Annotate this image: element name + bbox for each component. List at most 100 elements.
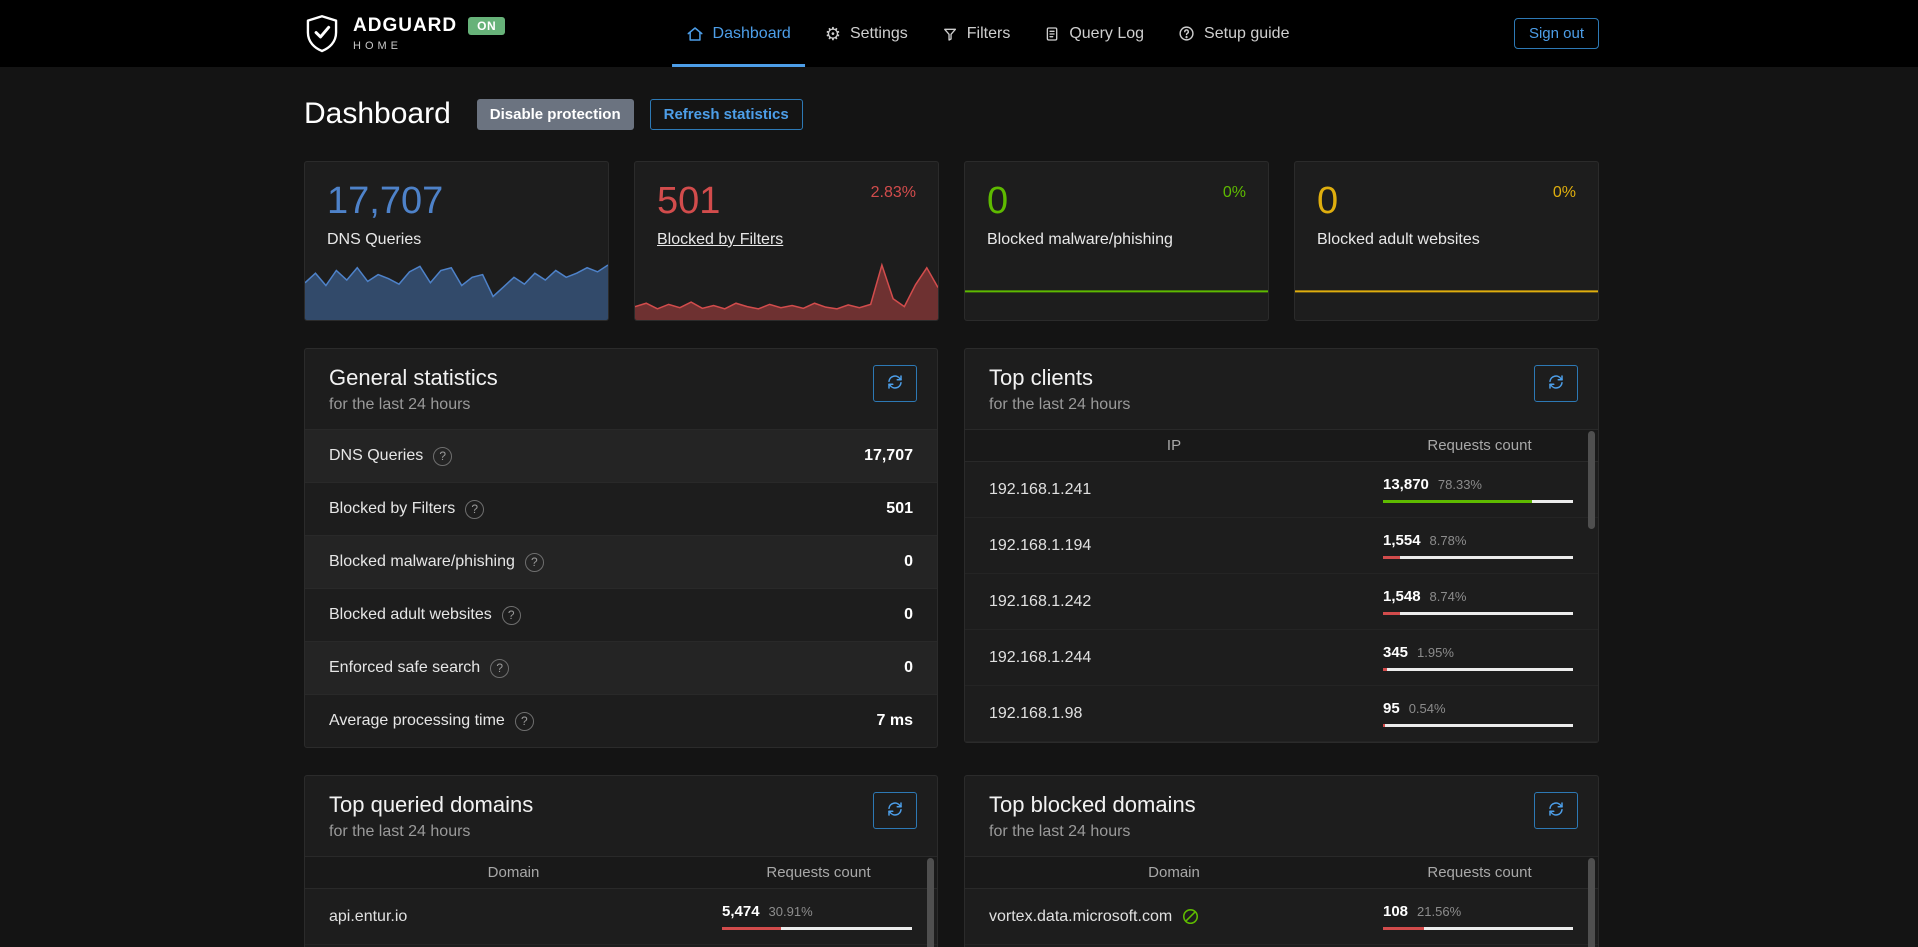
stat-value: 0 bbox=[987, 180, 1009, 222]
blocked-adult-sparkline bbox=[1295, 254, 1598, 320]
scrollbar-thumb[interactable] bbox=[1588, 431, 1595, 529]
stat-row-value: 0 bbox=[904, 553, 913, 570]
requests-count: 5,474 bbox=[722, 903, 760, 920]
requests-bar bbox=[1383, 500, 1573, 503]
stat-label: Blocked malware/phishing bbox=[987, 230, 1173, 248]
top-clients-table: IP Requests count 192.168.1.241 13,870 78… bbox=[965, 429, 1598, 742]
refresh-top-queried-button[interactable] bbox=[873, 792, 917, 829]
requests-bar bbox=[1383, 668, 1573, 671]
refresh-icon bbox=[1547, 800, 1565, 821]
help-icon[interactable]: ? bbox=[490, 658, 510, 678]
brand-sub: HOME bbox=[353, 40, 402, 52]
help-icon[interactable]: ? bbox=[465, 499, 485, 519]
brand-name: ADGUARD bbox=[353, 15, 458, 36]
refresh-top-blocked-button[interactable] bbox=[1534, 792, 1578, 829]
table-header: Domain Requests count bbox=[965, 856, 1598, 889]
disable-protection-button[interactable]: Disable protection bbox=[476, 98, 634, 130]
stat-card-blocked-filters: 501 Blocked by Filters 2.83% bbox=[634, 161, 939, 321]
column-requests-count: Requests count bbox=[1427, 864, 1532, 881]
blocked-by-filters-link[interactable]: Blocked by Filters bbox=[657, 230, 784, 248]
requests-percent: 30.91% bbox=[768, 904, 813, 919]
client-ip: 192.168.1.241 bbox=[989, 480, 1092, 498]
stat-row-label: Enforced safe search bbox=[329, 659, 481, 676]
table-header: Domain Requests count bbox=[305, 856, 937, 889]
nav-item-query-log[interactable]: Query Log bbox=[1030, 0, 1158, 67]
scrollbar-thumb[interactable] bbox=[1588, 858, 1595, 947]
stat-row-value: 0 bbox=[904, 606, 913, 623]
stat-card-blocked-adult: 0 Blocked adult websites 0% bbox=[1294, 161, 1599, 321]
refresh-icon bbox=[886, 800, 904, 821]
table-row: 192.168.1.242 1,548 8.74% bbox=[965, 574, 1598, 630]
column-domain: Domain bbox=[1148, 864, 1200, 881]
table-row: 192.168.1.241 13,870 78.33% bbox=[965, 462, 1598, 518]
nav-item-dashboard[interactable]: Dashboard bbox=[671, 0, 805, 67]
stat-cards-row: 17,707 DNS Queries 501 Blocked by Filter… bbox=[304, 161, 1599, 321]
requests-count: 13,870 bbox=[1383, 476, 1429, 493]
panel-subtitle: for the last 24 hours bbox=[989, 823, 1131, 840]
stat-row-label: Blocked malware/phishing bbox=[329, 553, 515, 570]
help-icon[interactable]: ? bbox=[501, 605, 521, 625]
nav-label: Settings bbox=[849, 24, 908, 42]
nav-item-filters[interactable]: Filters bbox=[928, 0, 1025, 67]
column-requests-count: Requests count bbox=[766, 864, 871, 881]
stat-value: 501 bbox=[657, 180, 721, 222]
client-ip: 192.168.1.242 bbox=[989, 592, 1092, 610]
stats-row: Blocked malware/phishing? 0 bbox=[305, 535, 937, 588]
scrollbar-thumb[interactable] bbox=[927, 858, 934, 947]
requests-bar bbox=[722, 927, 912, 930]
top-blocked-table: Domain Requests count vortex.data.micros… bbox=[965, 856, 1598, 945]
stat-percent: 0% bbox=[1222, 184, 1246, 201]
panel-subtitle: for the last 24 hours bbox=[329, 396, 471, 413]
table-row: 192.168.1.194 1,554 8.78% bbox=[965, 518, 1598, 574]
requests-count: 1,554 bbox=[1383, 532, 1421, 549]
stat-row-value: 0 bbox=[904, 659, 913, 676]
refresh-statistics-button[interactable]: Refresh statistics bbox=[649, 98, 803, 130]
help-icon[interactable]: ? bbox=[514, 711, 534, 731]
panel-subtitle: for the last 24 hours bbox=[989, 396, 1131, 413]
nav-item-settings[interactable]: ⚙ Settings bbox=[811, 0, 922, 67]
page-title: Dashboard bbox=[304, 97, 451, 130]
help-icon[interactable]: ? bbox=[433, 446, 453, 466]
top-queried-table: Domain Requests count api.entur.io 5,474… bbox=[305, 856, 937, 945]
requests-bar bbox=[1383, 724, 1573, 727]
home-icon bbox=[686, 25, 704, 43]
requests-bar bbox=[1383, 556, 1573, 559]
sign-out-button[interactable]: Sign out bbox=[1513, 18, 1599, 49]
stat-card-dns-queries: 17,707 DNS Queries bbox=[304, 161, 609, 321]
stats-row: DNS Queries? 17,707 bbox=[305, 429, 937, 482]
top-blocked-domains-panel: Top blocked domains for the last 24 hour… bbox=[964, 775, 1599, 947]
stat-percent: 2.83% bbox=[870, 184, 916, 201]
stat-value: 17,707 bbox=[327, 180, 444, 222]
panel-subtitle: for the last 24 hours bbox=[329, 823, 471, 840]
help-icon[interactable]: ? bbox=[524, 552, 544, 572]
stat-row-value: 17,707 bbox=[864, 447, 913, 464]
requests-count: 345 bbox=[1383, 644, 1409, 661]
refresh-general-stats-button[interactable] bbox=[873, 365, 917, 402]
stat-row-value: 501 bbox=[886, 500, 913, 517]
gear-icon: ⚙ bbox=[824, 23, 841, 44]
panel-title: Top blocked domains bbox=[989, 792, 1196, 817]
nav-item-setup-guide[interactable]: Setup guide bbox=[1164, 0, 1303, 67]
column-ip: IP bbox=[1166, 437, 1182, 454]
client-ip: 192.168.1.194 bbox=[989, 536, 1092, 554]
dashboard-page: Dashboard Disable protection Refresh sta… bbox=[304, 67, 1599, 947]
stat-label: Blocked adult websites bbox=[1317, 230, 1480, 248]
client-ip: 192.168.1.98 bbox=[989, 704, 1083, 722]
requests-percent: 8.74% bbox=[1429, 589, 1467, 604]
requests-percent: 8.78% bbox=[1429, 533, 1467, 548]
top-navbar: ADGUARD ON HOME Dashboard ⚙ Settings bbox=[0, 0, 1918, 67]
table-row: vortex.data.microsoft.com 108 21.56% bbox=[965, 889, 1598, 945]
adguard-brand: ADGUARD ON HOME bbox=[304, 14, 506, 54]
blocked-domain: vortex.data.microsoft.com bbox=[989, 907, 1173, 925]
blocked-filters-sparkline bbox=[635, 254, 938, 320]
nav-label: Dashboard bbox=[712, 24, 791, 42]
document-icon bbox=[1044, 25, 1060, 43]
stats-row: Blocked by Filters? 501 bbox=[305, 482, 937, 535]
stat-row-label: Average processing time bbox=[329, 712, 505, 729]
refresh-top-clients-button[interactable] bbox=[1534, 365, 1578, 402]
refresh-icon bbox=[1547, 373, 1565, 394]
refresh-icon bbox=[886, 373, 904, 394]
stat-row-label: DNS Queries bbox=[329, 447, 424, 464]
column-domain: Domain bbox=[487, 864, 540, 881]
table-row: 192.168.1.98 95 0.54% bbox=[965, 686, 1598, 742]
